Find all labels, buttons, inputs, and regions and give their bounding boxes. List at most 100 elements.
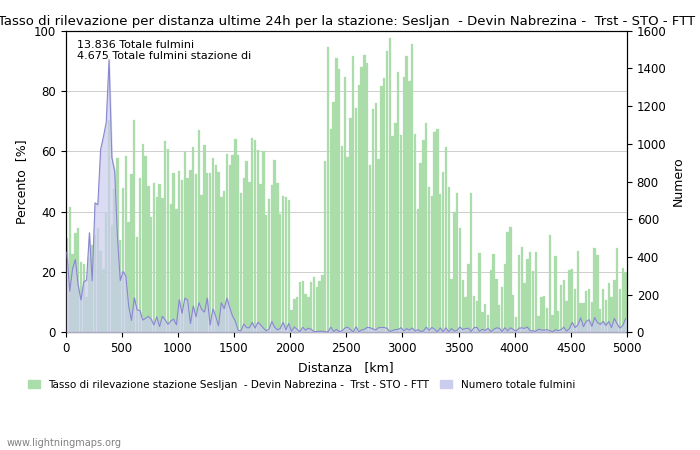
Bar: [546, 308, 548, 333]
Bar: [276, 183, 279, 333]
Bar: [538, 315, 540, 333]
Bar: [158, 184, 161, 333]
Bar: [197, 130, 200, 333]
Bar: [127, 222, 130, 333]
Bar: [389, 38, 391, 333]
Bar: [566, 301, 568, 333]
Bar: [257, 150, 259, 333]
Bar: [304, 294, 307, 333]
Bar: [206, 173, 209, 333]
Bar: [307, 297, 309, 333]
Bar: [346, 157, 349, 333]
Bar: [310, 282, 312, 333]
Bar: [571, 269, 573, 333]
Bar: [217, 171, 220, 333]
X-axis label: Distanza   [km]: Distanza [km]: [298, 361, 394, 374]
Bar: [313, 277, 315, 333]
Bar: [251, 138, 253, 333]
Bar: [296, 297, 298, 333]
Bar: [552, 315, 554, 333]
Bar: [405, 56, 408, 333]
Bar: [332, 102, 335, 333]
Bar: [74, 233, 76, 333]
Bar: [366, 63, 368, 333]
Bar: [484, 304, 486, 333]
Bar: [380, 86, 382, 333]
Bar: [225, 154, 228, 333]
Bar: [391, 136, 394, 333]
Bar: [521, 248, 523, 333]
Bar: [183, 152, 186, 333]
Bar: [374, 104, 377, 333]
Bar: [481, 311, 484, 333]
Bar: [203, 144, 206, 333]
Bar: [285, 198, 287, 333]
Bar: [150, 217, 153, 333]
Bar: [372, 109, 374, 333]
Bar: [211, 158, 214, 333]
Bar: [436, 129, 439, 333]
Bar: [602, 289, 604, 333]
Bar: [232, 155, 234, 333]
Bar: [515, 317, 517, 333]
Bar: [585, 291, 587, 333]
Bar: [80, 261, 82, 333]
Bar: [209, 173, 211, 333]
Bar: [83, 265, 85, 333]
Bar: [155, 197, 158, 333]
Bar: [299, 282, 301, 333]
Bar: [181, 180, 183, 333]
Bar: [498, 305, 500, 333]
Bar: [428, 187, 430, 333]
Bar: [543, 297, 545, 333]
Bar: [293, 299, 295, 333]
Bar: [588, 289, 590, 333]
Bar: [274, 160, 276, 333]
Bar: [591, 302, 593, 333]
Bar: [616, 248, 618, 333]
Bar: [125, 156, 127, 333]
Bar: [610, 297, 612, 333]
Bar: [560, 285, 562, 333]
Bar: [577, 251, 579, 333]
Bar: [596, 255, 598, 333]
Bar: [122, 188, 125, 333]
Bar: [133, 120, 136, 333]
Bar: [288, 200, 290, 333]
Bar: [529, 252, 531, 333]
Bar: [554, 256, 556, 333]
Bar: [318, 281, 321, 333]
Bar: [77, 229, 79, 333]
Bar: [102, 269, 104, 333]
Bar: [613, 279, 615, 333]
Bar: [478, 253, 481, 333]
Bar: [338, 69, 340, 333]
Bar: [144, 156, 147, 333]
Bar: [335, 58, 337, 333]
Bar: [85, 297, 88, 333]
Bar: [290, 310, 293, 333]
Bar: [97, 229, 99, 333]
Bar: [447, 188, 450, 333]
Bar: [254, 140, 256, 333]
Bar: [195, 174, 197, 333]
Bar: [240, 194, 242, 333]
Bar: [220, 197, 223, 333]
Bar: [237, 155, 239, 333]
Bar: [363, 55, 365, 333]
Bar: [400, 135, 402, 333]
Bar: [243, 178, 245, 333]
Bar: [470, 193, 473, 333]
Bar: [419, 163, 422, 333]
Bar: [136, 237, 139, 333]
Bar: [111, 225, 113, 333]
Bar: [178, 171, 181, 333]
Bar: [88, 257, 90, 333]
Bar: [489, 270, 492, 333]
Bar: [582, 303, 584, 333]
Bar: [99, 252, 102, 333]
Bar: [91, 245, 93, 333]
Text: 13.836 Totale fulmini
4.675 Totale fulmini stazione di: 13.836 Totale fulmini 4.675 Totale fulmi…: [77, 40, 251, 61]
Bar: [526, 259, 528, 333]
Bar: [563, 279, 565, 333]
